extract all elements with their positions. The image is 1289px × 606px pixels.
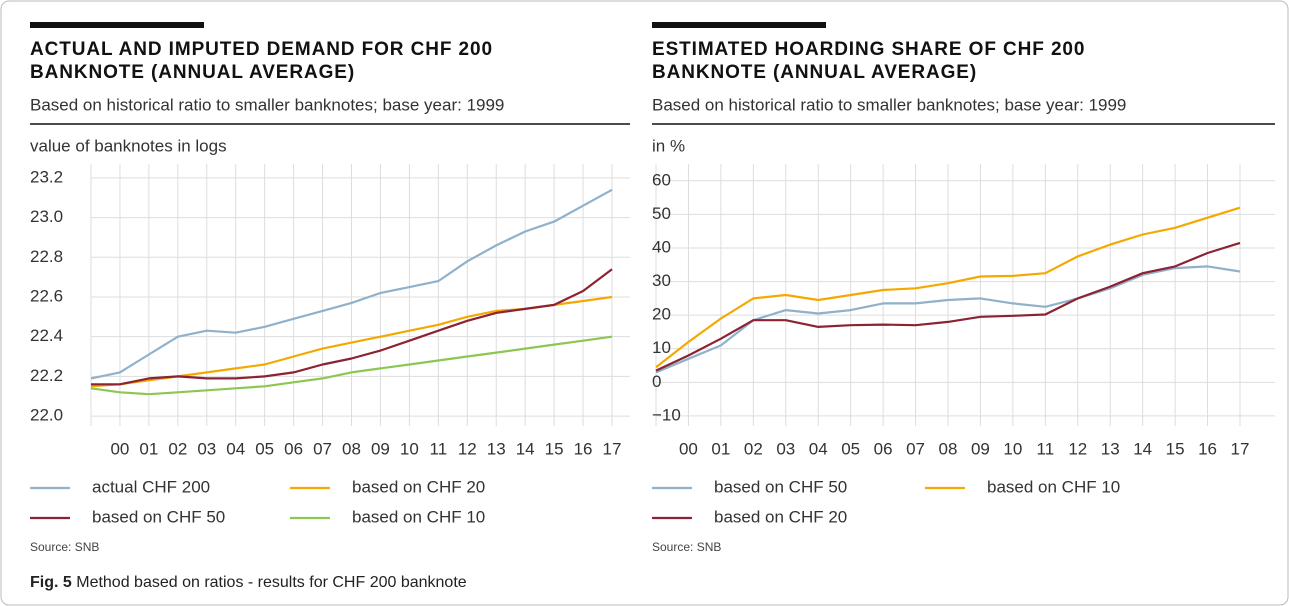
x-tick-label: 17: [1231, 439, 1250, 458]
x-tick-label: 04: [809, 439, 828, 458]
x-tick-label: 09: [371, 439, 390, 458]
x-tick-label: 06: [284, 439, 303, 458]
x-tick-label: 13: [1101, 439, 1120, 458]
line-series: [655, 206, 1241, 369]
x-tick-label: 15: [545, 439, 564, 458]
x-tick-label: 02: [168, 439, 187, 458]
y-axis-label: value of banknotes in logs: [30, 136, 227, 155]
y-tick-label: 23.0: [30, 207, 63, 226]
chart-title: BANKNOTE (ANNUAL AVERAGE): [652, 62, 977, 83]
legend-label: based on CHF 20: [714, 507, 847, 526]
x-tick-label: 08: [342, 439, 361, 458]
y-tick-label: 0: [652, 372, 661, 391]
y-tick-label: 20: [652, 305, 671, 324]
y-tick-label: 50: [652, 204, 671, 223]
y-tick-label: 22.2: [30, 366, 63, 385]
x-tick-label: 09: [971, 439, 990, 458]
line-series: [655, 241, 1241, 372]
x-tick-label: 03: [197, 439, 216, 458]
line-series: [90, 335, 613, 396]
x-tick-label: 04: [226, 439, 245, 458]
y-tick-label: 10: [652, 338, 671, 357]
x-tick-label: 16: [574, 439, 593, 458]
x-tick-label: 02: [744, 439, 763, 458]
x-tick-label: 17: [603, 439, 622, 458]
y-tick-label: 60: [652, 170, 671, 189]
x-tick-label: 07: [313, 439, 332, 458]
legend-label: based on CHF 50: [714, 477, 847, 496]
y-tick-label: 22.8: [30, 247, 63, 266]
legend-label: based on CHF 20: [352, 477, 485, 496]
chart-title: BANKNOTE (ANNUAL AVERAGE): [30, 62, 355, 83]
line-series: [91, 268, 613, 386]
x-tick-label: 11: [1037, 439, 1055, 458]
chart-title: ACTUAL AND IMPUTED DEMAND FOR CHF 200: [30, 39, 493, 60]
legend-label: actual CHF 200: [92, 477, 210, 496]
caption-label: Fig. 5: [30, 574, 72, 591]
y-tick-label: −10: [652, 405, 681, 424]
x-tick-label: 06: [874, 439, 893, 458]
x-tick-label: 00: [679, 439, 698, 458]
legend-label: based on CHF 10: [352, 507, 485, 526]
x-tick-label: 15: [1166, 439, 1185, 458]
x-tick-label: 14: [1133, 439, 1152, 458]
x-tick-label: 12: [458, 439, 477, 458]
x-tick-label: 13: [487, 439, 506, 458]
x-tick-label: 07: [906, 439, 925, 458]
x-tick-label: 10: [400, 439, 419, 458]
x-tick-label: 01: [139, 439, 158, 458]
source: Source: SNB: [30, 540, 99, 554]
y-tick-label: 22.4: [30, 326, 63, 345]
y-tick-label: 40: [652, 237, 671, 256]
x-tick-label: 00: [110, 439, 129, 458]
chart-title: ESTIMATED HOARDING SHARE OF CHF 200: [652, 39, 1085, 60]
line-series: [90, 188, 613, 380]
x-tick-label: 10: [1003, 439, 1022, 458]
x-tick-label: 05: [255, 439, 274, 458]
y-axis-label: in %: [652, 136, 685, 155]
x-tick-label: 08: [939, 439, 958, 458]
x-tick-label: 12: [1068, 439, 1087, 458]
caption-text: Method based on ratios - results for CHF…: [76, 574, 467, 591]
x-tick-label: 14: [516, 439, 535, 458]
y-tick-label: 30: [652, 271, 671, 290]
title-bar: [30, 22, 204, 28]
chart-subtitle: Based on historical ratio to smaller ban…: [30, 95, 504, 114]
title-bar: [652, 22, 826, 28]
x-tick-label: 11: [430, 439, 448, 458]
x-tick-label: 16: [1198, 439, 1217, 458]
y-tick-label: 22.0: [30, 406, 63, 425]
x-tick-label: 03: [776, 439, 795, 458]
y-tick-label: 22.6: [30, 286, 63, 305]
x-tick-label: 05: [841, 439, 860, 458]
legend-label: based on CHF 50: [92, 507, 225, 526]
source: Source: SNB: [652, 540, 721, 554]
x-tick-label: 01: [711, 439, 730, 458]
y-tick-label: 23.2: [30, 167, 63, 186]
caption: Fig. 5 Method based on ratios - results …: [30, 574, 467, 591]
legend-label: based on CHF 10: [987, 477, 1120, 496]
chart-subtitle: Based on historical ratio to smaller ban…: [652, 95, 1126, 114]
